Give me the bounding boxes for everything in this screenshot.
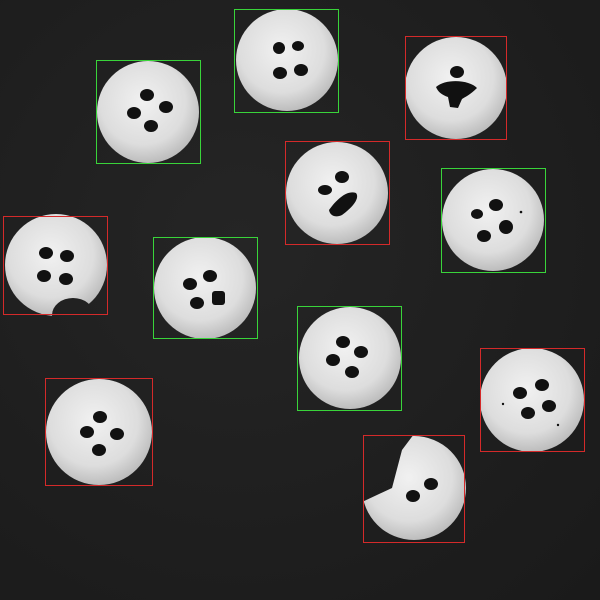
button-holes <box>273 41 308 79</box>
button-holes <box>37 247 74 285</box>
button-body <box>5 214 107 316</box>
button-body <box>480 348 584 452</box>
button-body <box>97 61 199 163</box>
button-part-7 <box>153 237 258 339</box>
button-part-4 <box>285 141 390 245</box>
fail-bounding-box <box>480 348 585 452</box>
pass-bounding-box <box>234 9 339 113</box>
button-part-1 <box>96 60 201 164</box>
button-body <box>442 169 544 271</box>
button-holes <box>436 66 477 108</box>
button-body <box>299 307 401 409</box>
button-body <box>236 9 338 111</box>
button-body <box>286 142 388 244</box>
button-part-9 <box>45 378 153 486</box>
button-body <box>362 436 466 540</box>
button-body <box>154 237 256 339</box>
button-holes <box>501 379 560 427</box>
button-holes <box>471 199 523 242</box>
fail-bounding-box <box>363 435 465 543</box>
fail-bounding-box <box>3 216 108 315</box>
button-holes <box>406 478 438 502</box>
button-part-8 <box>297 306 402 411</box>
pass-bounding-box <box>96 60 201 164</box>
button-part-11 <box>362 435 466 543</box>
fail-bounding-box <box>405 36 507 140</box>
pass-bounding-box <box>297 306 402 411</box>
button-part-2 <box>234 9 339 113</box>
button-holes <box>80 411 124 456</box>
fail-bounding-box <box>285 141 390 245</box>
pass-bounding-box <box>441 168 546 273</box>
button-holes <box>318 171 358 217</box>
button-body <box>46 379 152 485</box>
button-holes <box>127 89 173 132</box>
fail-bounding-box <box>45 378 153 486</box>
button-part-6 <box>3 214 108 316</box>
button-part-10 <box>480 348 585 452</box>
pass-bounding-box <box>153 237 258 339</box>
button-holes <box>326 336 368 378</box>
button-part-3 <box>405 36 507 140</box>
button-holes <box>183 270 225 309</box>
button-part-5 <box>441 168 546 273</box>
